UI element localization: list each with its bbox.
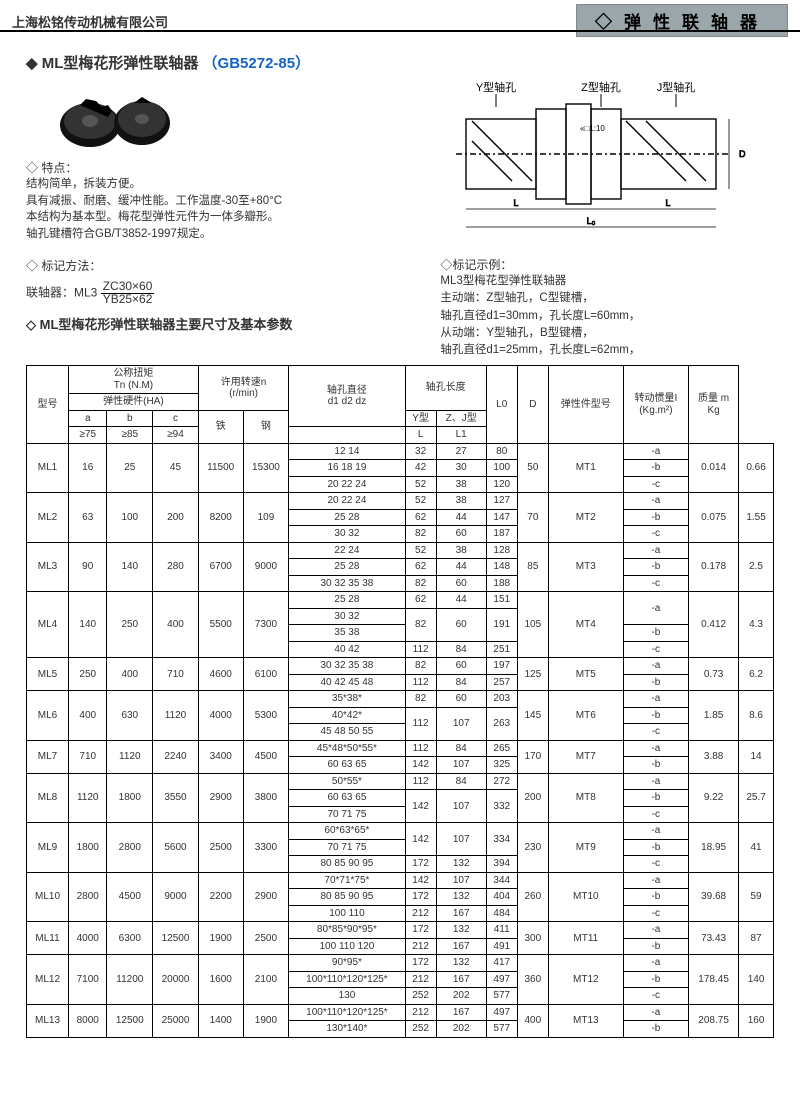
table-row: ML1162545115001530012 1432278050MT1-a0.0… [27, 443, 774, 460]
th-a75: ≥75 [69, 427, 107, 444]
feature-line: 结构简单，拆装方便。 [26, 176, 426, 193]
svg-text:L: L [514, 198, 519, 208]
marking-label: 联轴器：ML3 [26, 285, 97, 299]
th-steel: 钢 [243, 410, 289, 443]
svg-text:D: D [739, 149, 746, 159]
table-row: ML81120180035502900380050*55*11284272200… [27, 773, 774, 790]
th-bore: 轴孔直径d1 d2 dz [289, 366, 405, 427]
example-line: 轴孔直径d1=30mm，孔长度L=60mm， [440, 308, 774, 325]
z-bore-label: Z型轴孔 [581, 80, 621, 94]
th-a: a [69, 410, 107, 427]
th-y: Y型 [405, 410, 436, 427]
left-column: ◇ 特点： 结构简单，拆装方便。具有减振、耐磨、缓冲性能。工作温度-30至+80… [26, 79, 426, 359]
example-line: 主动端：Z型轴孔，C型键槽， [440, 290, 774, 307]
th-l: L [405, 427, 436, 444]
table-row: ML91800280056002500330060*63*65*14210733… [27, 823, 774, 840]
marking-den: YB25×62 [103, 292, 153, 306]
th-d: D [517, 366, 548, 444]
table-row: ML12710011200200001600210090*95*17213241… [27, 955, 774, 972]
table-row: ML102800450090002200290070*71*75*1421073… [27, 872, 774, 889]
product-standard: （GB5272-85） [203, 55, 311, 72]
th-b: b [107, 410, 153, 427]
example-line: 从动端：Y型轴孔，B型键槽， [440, 325, 774, 342]
th-mass: 质量 mKg [689, 366, 739, 444]
table-row: ML1140006300125001900250080*85*90*95*172… [27, 922, 774, 939]
company-name: 上海松铭传动机械有限公司 [12, 12, 168, 31]
svg-text:L: L [666, 198, 671, 208]
table-row: ML640063011204000530035*38*8260203145MT6… [27, 691, 774, 708]
table-row: ML3901402806700900022 24523812885MT3-a0.… [27, 542, 774, 559]
example-head: ◇标记示例： [440, 256, 774, 273]
technical-diagram: Y型轴孔 Z型轴孔 J型轴孔 [446, 79, 774, 252]
marking-fraction: ZC30×60 YB25×62 [101, 280, 155, 306]
th-l0: L0 [486, 366, 517, 444]
th-b85: ≥85 [107, 427, 153, 444]
table-row: ML138000125002500014001900100*110*120*12… [27, 1004, 774, 1021]
j-bore-label: J型轴孔 [657, 80, 696, 94]
category-badge: ◇弹性联轴器 [576, 4, 788, 37]
right-column: Y型轴孔 Z型轴孔 J型轴孔 [440, 79, 774, 359]
svg-text:L₀: L₀ [587, 216, 596, 226]
example-body: ML3型梅花型弹性联轴器主动端：Z型轴孔，C型键槽，轴孔直径d1=30mm，孔长… [440, 273, 774, 359]
th-c94: ≥94 [153, 427, 199, 444]
feature-line: 本结构为基本型。梅花型弹性元件为一体多瓣形。 [26, 209, 426, 226]
page-content: ◆ ML型梅花形弹性联轴器 （GB5272-85） ◇ 特点： 结构简单，拆装方… [0, 44, 800, 1046]
svg-text:«□1:10: «□1:10 [580, 124, 605, 133]
table-subhead: ◇ ML型梅花形弹性联轴器主要尺寸及基本参数 [26, 314, 426, 333]
th-l1: L1 [436, 427, 486, 444]
marking-row: 联轴器：ML3 ZC30×60 YB25×62 [26, 280, 426, 306]
th-zj: Z、J型 [436, 410, 486, 427]
spec-table: 型号 公称扭矩Tn (N.M) 许用转速n(r/min) 轴孔直径d1 d2 d… [26, 365, 774, 1038]
product-photo [44, 83, 426, 153]
header-rule [0, 30, 800, 32]
th-iron: 铁 [198, 410, 243, 443]
header-bar: 上海松铭传动机械有限公司 ◇弹性联轴器 [0, 0, 800, 34]
example-line: 轴孔直径d1=25mm，孔长度L=62mm， [440, 342, 774, 359]
feature-line: 轴孔键槽符合GB/T3852-1997规定。 [26, 226, 426, 243]
th-inertia: 转动惯量I(Kg.m²) [623, 366, 688, 444]
y-bore-label: Y型轴孔 [476, 80, 516, 94]
table-row: ML52504007104600610030 32 35 38826019712… [27, 658, 774, 675]
product-name: ◆ ML型梅花形弹性联轴器 [26, 55, 198, 72]
product-title: ◆ ML型梅花形弹性联轴器 （GB5272-85） [26, 52, 774, 73]
th-torque: 公称扭矩Tn (N.M) [69, 366, 199, 394]
features-head: ◇ 特点： [26, 159, 426, 176]
th-borelen: 轴孔长度 [405, 366, 486, 411]
example-line: ML3型梅花型弹性联轴器 [440, 273, 774, 290]
feature-line: 具有减振、耐磨、缓冲性能。工作温度-30至+80°C [26, 193, 426, 210]
th-speed: 许用转速n(r/min) [198, 366, 288, 411]
th-model: 型号 [27, 366, 69, 444]
th-elastomer: 弹性件型号 [548, 366, 623, 444]
th-c: c [153, 410, 199, 427]
table-row: ML7710112022403400450045*48*50*55*112842… [27, 740, 774, 757]
features-body: 结构简单，拆装方便。具有减振、耐磨、缓冲性能。工作温度-30至+80°C本结构为… [26, 176, 426, 243]
th-hard: 弹性硬件(HA) [69, 394, 199, 411]
marking-head: ◇ 标记方法： [26, 257, 426, 274]
table-row: ML41402504005500730025 286244151105MT4-a… [27, 592, 774, 609]
table-row: ML263100200820010920 22 24523812770MT2-a… [27, 493, 774, 510]
